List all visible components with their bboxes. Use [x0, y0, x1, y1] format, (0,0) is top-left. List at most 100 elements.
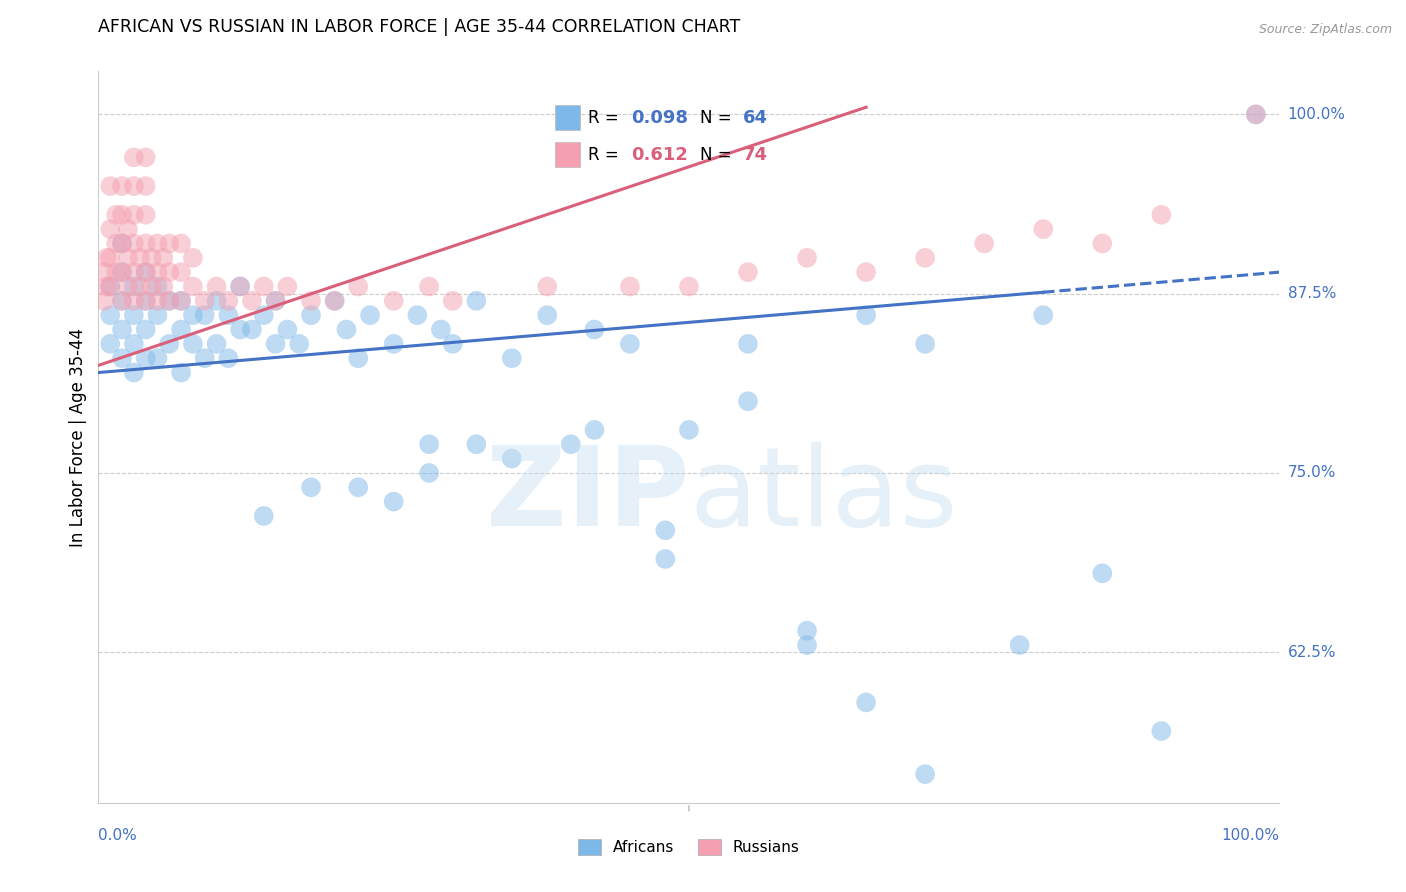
- Point: [264, 293, 287, 308]
- Point: [122, 366, 145, 380]
- Point: [135, 322, 157, 336]
- Point: [122, 293, 145, 308]
- Point: [98, 336, 121, 351]
- Point: [737, 336, 759, 351]
- Point: [205, 293, 228, 308]
- Point: [1150, 724, 1173, 739]
- Point: [135, 351, 157, 366]
- Point: [170, 293, 193, 308]
- Point: [205, 336, 228, 351]
- Point: [111, 236, 134, 251]
- Point: [359, 308, 381, 322]
- Point: [299, 308, 322, 322]
- Point: [98, 251, 121, 265]
- Point: [146, 293, 169, 308]
- Point: [157, 336, 180, 351]
- Point: [796, 624, 818, 638]
- Point: [347, 279, 370, 293]
- Point: [1091, 566, 1114, 581]
- Point: [111, 236, 134, 251]
- Text: 75.0%: 75.0%: [1288, 466, 1336, 481]
- Point: [194, 351, 217, 366]
- Point: [276, 279, 298, 293]
- Point: [560, 437, 582, 451]
- Point: [152, 251, 174, 265]
- Point: [323, 293, 346, 308]
- Y-axis label: In Labor Force | Age 35-44: In Labor Force | Age 35-44: [69, 327, 87, 547]
- Point: [678, 279, 700, 293]
- Point: [501, 351, 523, 366]
- Text: 100.0%: 100.0%: [1222, 828, 1279, 843]
- Point: [1032, 222, 1054, 236]
- Point: [253, 508, 276, 523]
- Text: ZIP: ZIP: [485, 442, 689, 549]
- Point: [619, 336, 641, 351]
- Point: [796, 638, 818, 652]
- Point: [135, 265, 157, 279]
- Point: [253, 308, 276, 322]
- Point: [105, 208, 128, 222]
- Point: [141, 251, 163, 265]
- Point: [135, 265, 157, 279]
- Point: [128, 279, 150, 293]
- Point: [1032, 308, 1054, 322]
- Point: [122, 236, 145, 251]
- Point: [135, 293, 157, 308]
- Point: [117, 279, 139, 293]
- Point: [335, 322, 357, 336]
- Point: [430, 322, 453, 336]
- Point: [737, 394, 759, 409]
- Point: [135, 293, 157, 308]
- Point: [347, 351, 370, 366]
- Legend: Africans, Russians: Africans, Russians: [572, 833, 806, 861]
- Point: [105, 265, 128, 279]
- Point: [205, 279, 228, 293]
- Point: [141, 279, 163, 293]
- Point: [105, 236, 128, 251]
- Text: 0.612: 0.612: [631, 145, 688, 164]
- Point: [217, 351, 239, 366]
- Point: [299, 293, 322, 308]
- Point: [914, 336, 936, 351]
- Point: [536, 279, 558, 293]
- Point: [170, 293, 193, 308]
- Point: [98, 279, 121, 293]
- Point: [678, 423, 700, 437]
- Point: [654, 552, 676, 566]
- Point: [855, 265, 877, 279]
- Point: [418, 279, 440, 293]
- Point: [583, 322, 606, 336]
- Text: 100.0%: 100.0%: [1288, 107, 1346, 122]
- Text: atlas: atlas: [689, 442, 957, 549]
- Point: [583, 423, 606, 437]
- Point: [93, 265, 115, 279]
- Point: [441, 336, 464, 351]
- Point: [406, 308, 429, 322]
- Point: [96, 279, 118, 293]
- Point: [914, 767, 936, 781]
- Point: [796, 251, 818, 265]
- Point: [111, 208, 134, 222]
- Point: [441, 293, 464, 308]
- Point: [194, 308, 217, 322]
- Point: [111, 293, 134, 308]
- Point: [240, 322, 263, 336]
- Point: [135, 236, 157, 251]
- Point: [382, 494, 405, 508]
- Point: [96, 251, 118, 265]
- Point: [181, 336, 204, 351]
- Text: 74: 74: [742, 145, 768, 164]
- Point: [111, 265, 134, 279]
- Point: [418, 466, 440, 480]
- Text: R =: R =: [588, 145, 624, 164]
- Point: [229, 279, 252, 293]
- FancyBboxPatch shape: [555, 142, 581, 168]
- Point: [253, 279, 276, 293]
- Point: [111, 351, 134, 366]
- Point: [536, 308, 558, 322]
- Point: [122, 336, 145, 351]
- Point: [98, 308, 121, 322]
- Point: [146, 308, 169, 322]
- Point: [170, 236, 193, 251]
- Point: [98, 222, 121, 236]
